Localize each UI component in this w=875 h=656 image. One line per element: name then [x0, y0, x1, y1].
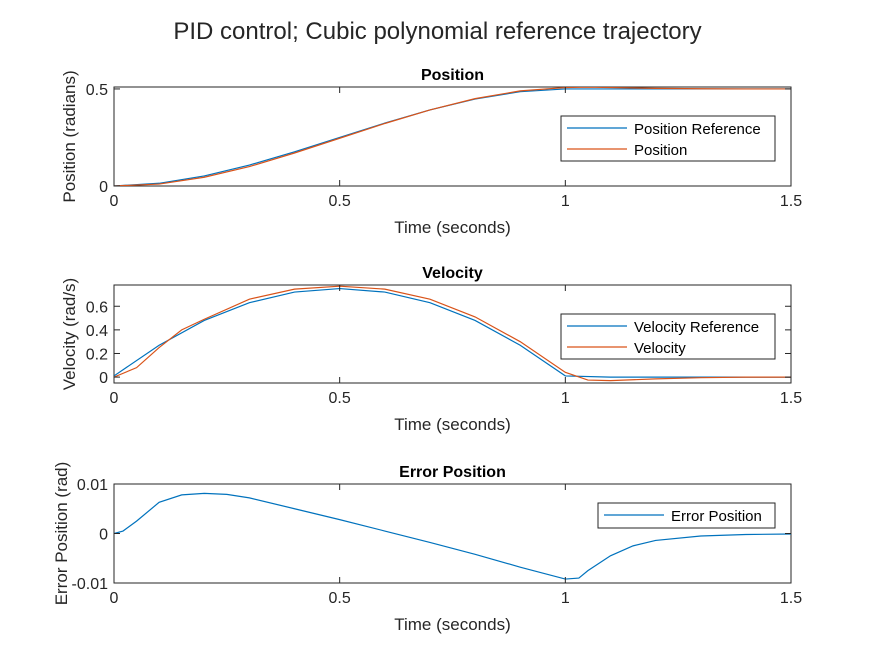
- x-tick-label: 1.5: [780, 390, 802, 407]
- x-tick-label: 1.5: [780, 193, 802, 210]
- y-tick-label: 0.4: [86, 323, 108, 340]
- y-tick-label: 0.01: [77, 477, 108, 494]
- x-tick-label: 1: [561, 390, 570, 407]
- y-tick-label: 0: [99, 179, 108, 196]
- y-axis-label: Position (radians): [60, 70, 79, 202]
- legend-entry: Velocity Reference: [634, 319, 759, 336]
- y-tick-label: 0.6: [86, 299, 108, 316]
- y-tick-label: -0.01: [72, 576, 109, 593]
- x-axis-label: Time (seconds): [394, 218, 511, 237]
- legend: Error Position: [597, 502, 776, 529]
- x-tick-label: 1: [561, 590, 570, 607]
- subplot-title: Velocity: [422, 265, 483, 282]
- x-tick-label: 0: [110, 193, 119, 210]
- x-tick-label: 0.5: [329, 193, 351, 210]
- figure-title: PID control; Cubic polynomial reference …: [173, 18, 702, 45]
- y-axis-label: Error Position (rad): [52, 462, 71, 606]
- x-tick-label: 0: [110, 390, 119, 407]
- legend-box: [560, 313, 776, 360]
- y-tick-label: 0: [99, 527, 108, 544]
- series-line-2: [114, 87, 791, 186]
- x-tick-label: 0: [110, 590, 119, 607]
- y-tick-label: 0: [99, 370, 108, 387]
- series-line-1: [114, 287, 791, 378]
- y-tick-label: 0.5: [86, 82, 108, 99]
- legend-entry: Position: [634, 142, 687, 159]
- series-line-1: [114, 492, 791, 580]
- legend: Position Reference Position: [560, 115, 776, 162]
- legend: Velocity Reference Velocity: [560, 313, 776, 360]
- legend-box: [560, 115, 776, 162]
- x-tick-label: 0.5: [329, 390, 351, 407]
- subplot-1: 0 0.5 1 1.5 0 0.5 Position Time (seconds) Positi…: [60, 67, 802, 237]
- x-tick-label: 1: [561, 193, 570, 210]
- legend-entry: Error Position: [671, 508, 762, 525]
- axes-box: [113, 483, 792, 584]
- subplot-2: 0 0.5 1 1.5 0 0.2 0.4 0.6 Velocity Time (seconds)…: [60, 265, 802, 434]
- legend-entry: Velocity: [634, 340, 686, 357]
- series-line-2: [114, 285, 791, 382]
- x-tick-label: 1.5: [780, 590, 802, 607]
- subplot-title: Error Position: [399, 464, 506, 481]
- y-tick-label: 0.2: [86, 346, 108, 363]
- x-tick-label: 0.5: [329, 590, 351, 607]
- y-axis-label: Velocity (rad/s): [60, 278, 79, 390]
- x-axis-label: Time (seconds): [394, 615, 511, 634]
- x-axis-label: Time (seconds): [394, 415, 511, 434]
- subplot-title: Position: [421, 67, 484, 84]
- legend-entry: Position Reference: [634, 121, 761, 138]
